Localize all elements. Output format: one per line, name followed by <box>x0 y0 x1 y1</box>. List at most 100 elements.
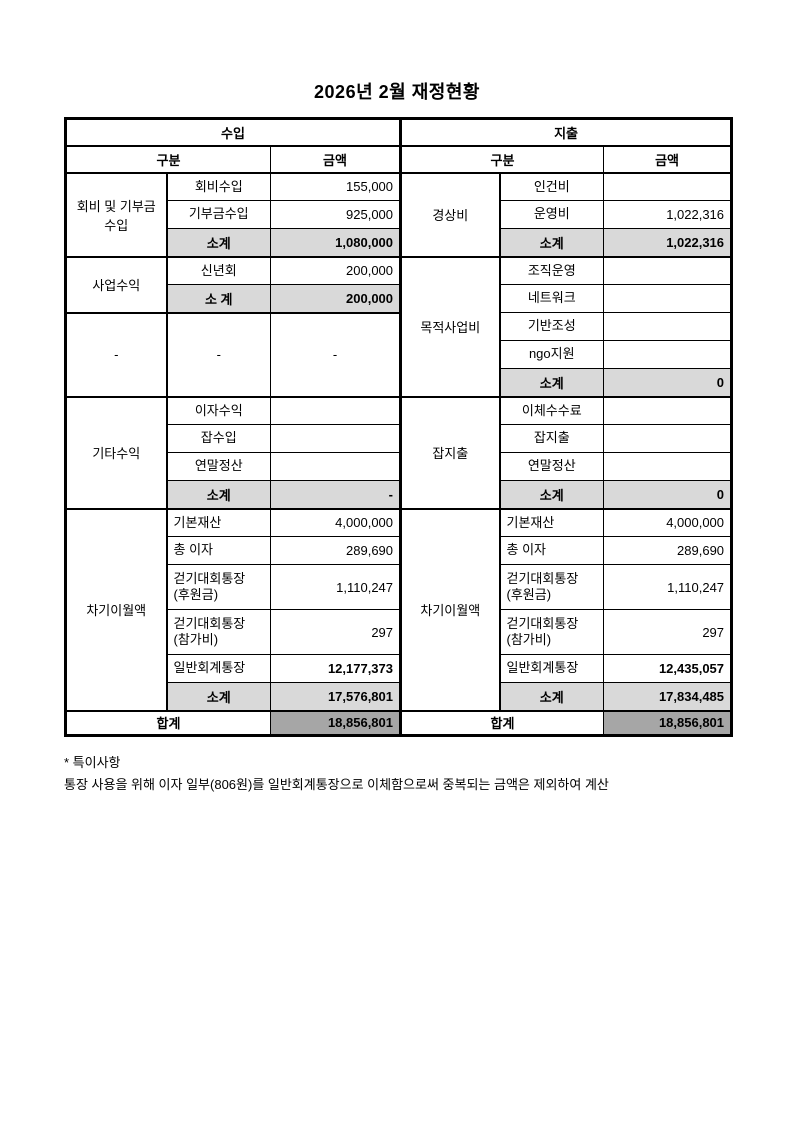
income-item-value: 4,000,000 <box>269 507 402 537</box>
expense-item-value <box>603 312 733 341</box>
income-group-name: 기타수익 <box>65 395 168 509</box>
expense-item-value <box>603 171 733 201</box>
footnote-body: 통장 사용을 위해 이자 일부(806원)를 일반회계통장으로 이체함으로써 중… <box>64 777 609 793</box>
expense-item-value: 12,435,057 <box>603 654 733 683</box>
expense-item-label: 잡지출 <box>499 424 605 453</box>
expense-item-label: 기본재산 <box>499 507 605 537</box>
total-row: 합계 18,856,801 합계 18,856,801 <box>65 709 733 736</box>
expense-subtotal-label: 소계 <box>499 228 605 257</box>
expense-total-value: 18,856,801 <box>603 709 733 736</box>
expense-subtotal-value: 1,022,316 <box>603 228 733 257</box>
table-row: 걷기대회통장 (참가비) 297 걷기대회통장 (참가비) 297 <box>66 609 733 655</box>
table-row: 소계 1,080,000 소계 1,022,316 <box>66 228 733 257</box>
income-subtotal-value: 1,080,000 <box>269 228 402 257</box>
expense-item-value <box>603 424 733 453</box>
expense-item-label: 총 이자 <box>499 536 605 565</box>
expense-group-name: 차기이월액 <box>399 507 501 711</box>
income-item-value: 925,000 <box>269 200 402 229</box>
income-subtotal-value: - <box>269 480 402 509</box>
expense-item-label: 기반조성 <box>499 312 605 341</box>
income-item-value <box>269 452 402 481</box>
income-item-label: 회비수입 <box>166 171 271 201</box>
income-empty-value-dash: - <box>269 311 402 397</box>
table-row: - - - 기반조성 <box>65 311 733 397</box>
income-category-header: 구분 <box>65 144 271 173</box>
table-row: ngo지원 <box>66 340 733 369</box>
income-item-label: 연말정산 <box>166 452 271 481</box>
expense-category-header: 구분 <box>399 144 605 173</box>
income-total-value: 18,856,801 <box>269 709 402 736</box>
income-empty-group-dash: - <box>65 311 168 397</box>
income-group-name: 사업수익 <box>65 255 168 313</box>
table-row: 기타수익 이자수익 잡지출 이체수수료 <box>65 395 733 509</box>
income-total-label: 합계 <box>65 709 271 736</box>
table-row: 걷기대회통장 (후원금) 1,110,247 걷기대회통장 (후원금) 1,11… <box>66 564 733 610</box>
table-row: 사업수익 신년회 200,000 목적사업비 조직운영 <box>65 255 733 397</box>
finance-table: 수입 지출 구분 금액 구분 금액 회비 및 기부금 수입 회비수입 155,0… <box>64 117 734 737</box>
income-item-label: 이자수익 <box>166 395 271 425</box>
income-item-value: 200,000 <box>269 255 402 285</box>
income-subtotal-label: 소계 <box>166 682 271 711</box>
document-page: 2026년 2월 재정현황 수입 지출 구분 금액 구분 금액 회비 및 기부금… <box>64 82 734 796</box>
expense-item-value <box>603 255 733 285</box>
expense-item-value <box>603 452 733 481</box>
expense-item-value <box>603 395 733 425</box>
income-item-value: 1,110,247 <box>269 564 402 610</box>
income-item-label: 총 이자 <box>166 536 271 565</box>
expense-section-header: 지출 <box>399 118 733 146</box>
income-item-value: 12,177,373 <box>269 654 402 683</box>
table-row: 총 이자 289,690 총 이자 289,690 <box>66 536 733 565</box>
footnotes: * 특이사항 통장 사용을 위해 이자 일부(806원)를 일반회계통장으로 이… <box>64 752 730 796</box>
income-subtotal-label: 소 계 <box>166 284 271 313</box>
expense-item-value: 289,690 <box>603 536 733 565</box>
income-item-value: 297 <box>269 609 402 655</box>
income-item-label: 일반회계통장 <box>166 654 271 683</box>
header-row-sections: 수입 지출 <box>64 118 733 146</box>
table-row: 소계 0 <box>66 368 733 397</box>
expense-item-value: 1,022,316 <box>603 200 733 229</box>
expense-total-label: 합계 <box>399 709 605 736</box>
expense-item-label: 이체수수료 <box>499 395 605 425</box>
table-row: 일반회계통장 12,177,373 일반회계통장 12,435,057 <box>66 654 733 683</box>
income-subtotal-value: 17,576,801 <box>269 682 402 711</box>
expense-item-label: 일반회계통장 <box>499 654 605 683</box>
income-group-name: 회비 및 기부금 수입 <box>65 171 168 257</box>
expense-item-label: 운영비 <box>499 200 605 229</box>
footnote-header: * 특이사항 <box>64 755 121 770</box>
table-row: 차기이월액 기본재산 4,000,000 차기이월액 기본재산 4,000,00… <box>65 507 733 711</box>
expense-item-value: 4,000,000 <box>603 507 733 537</box>
income-item-label: 걷기대회통장 (참가비) <box>166 609 271 655</box>
expense-item-value: 1,110,247 <box>603 564 733 610</box>
expense-subtotal-value: 17,834,485 <box>603 682 733 711</box>
income-subtotal-label: 소계 <box>166 228 271 257</box>
expense-item-label: ngo지원 <box>499 340 605 369</box>
expense-item-label: 인건비 <box>499 171 605 201</box>
income-amount-header: 금액 <box>269 144 402 173</box>
income-empty-item-dash: - <box>166 311 271 397</box>
expense-subtotal-label: 소계 <box>499 368 605 397</box>
income-subtotal-value: 200,000 <box>269 284 402 313</box>
header-row-columns: 구분 금액 구분 금액 <box>65 144 733 173</box>
income-item-label: 잡수입 <box>166 424 271 453</box>
table-row: 소계 17,576,801 소계 17,834,485 <box>66 682 733 711</box>
expense-group-name: 목적사업비 <box>399 255 501 397</box>
expense-group-name: 잡지출 <box>399 395 501 509</box>
expense-item-value: 297 <box>603 609 733 655</box>
income-item-label: 신년회 <box>166 255 271 285</box>
expense-amount-header: 금액 <box>603 144 733 173</box>
expense-item-label: 연말정산 <box>499 452 605 481</box>
expense-subtotal-label: 소계 <box>499 480 605 509</box>
table-row: 기부금수입 925,000 운영비 1,022,316 <box>66 200 733 229</box>
income-item-value <box>269 395 402 425</box>
table-row: 회비 및 기부금 수입 회비수입 155,000 경상비 인건비 <box>65 171 733 257</box>
income-item-label: 걷기대회통장 (후원금) <box>166 564 271 610</box>
page-title: 2026년 2월 재정현황 <box>314 82 480 102</box>
expense-subtotal-label: 소계 <box>499 682 605 711</box>
table-row: 소 계 200,000 네트워크 <box>66 284 733 313</box>
expense-item-label: 조직운영 <box>499 255 605 285</box>
table-row: 소계 - 소계 0 <box>66 480 733 509</box>
expense-item-value <box>603 340 733 369</box>
income-item-value: 289,690 <box>269 536 402 565</box>
expense-subtotal-value: 0 <box>603 368 733 397</box>
income-item-value <box>269 424 402 453</box>
